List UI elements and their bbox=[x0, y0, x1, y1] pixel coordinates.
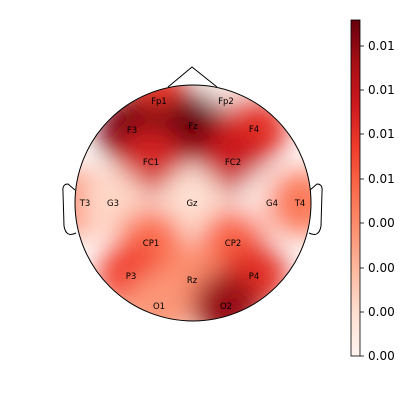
electrode-label-rz: Rz bbox=[187, 276, 198, 286]
colorbar-tick-label: 0.00 bbox=[368, 261, 395, 275]
electrode-label-f4: F4 bbox=[249, 125, 259, 135]
colorbar-tick-label: 0.00 bbox=[368, 216, 395, 230]
electrode-label-g4: G4 bbox=[266, 199, 278, 209]
electrode-label-p4: P4 bbox=[249, 272, 260, 282]
electrode-label-fc2: FC2 bbox=[225, 158, 241, 168]
electrode-label-o2: O2 bbox=[220, 302, 232, 312]
electrode-label-f3: F3 bbox=[127, 126, 137, 136]
electrode-label-o1: O1 bbox=[153, 302, 165, 312]
electrode-label-t4: T4 bbox=[294, 199, 306, 209]
colorbar bbox=[351, 20, 360, 356]
electrode-label-gz: Gz bbox=[186, 199, 198, 209]
nose-outline bbox=[168, 67, 217, 87]
electrode-label-t3: T3 bbox=[79, 199, 91, 209]
colorbar-tick-label: 0.01 bbox=[368, 127, 395, 141]
left-ear-outline bbox=[63, 184, 76, 234]
electrode-label-p3: P3 bbox=[126, 272, 137, 282]
electrode-label-cp2: CP2 bbox=[225, 239, 241, 249]
colorbar-tick-label: 0.01 bbox=[368, 83, 395, 97]
electrode-label-cp1: CP1 bbox=[143, 239, 159, 249]
colorbar-tick-label: 0.00 bbox=[368, 349, 395, 363]
electrode-label-fz: Fz bbox=[188, 122, 198, 132]
colorbar-tick-label: 0.01 bbox=[368, 39, 395, 53]
colorbar-tick-label: 0.01 bbox=[368, 172, 395, 186]
electrode-label-fc1: FC1 bbox=[143, 158, 159, 168]
electrode-label-fp1: Fp1 bbox=[151, 97, 167, 107]
electrode-label-fp2: Fp2 bbox=[218, 97, 234, 107]
colorbar-tick-label: 0.00 bbox=[368, 305, 395, 319]
electrode-label-g3: G3 bbox=[107, 199, 119, 209]
